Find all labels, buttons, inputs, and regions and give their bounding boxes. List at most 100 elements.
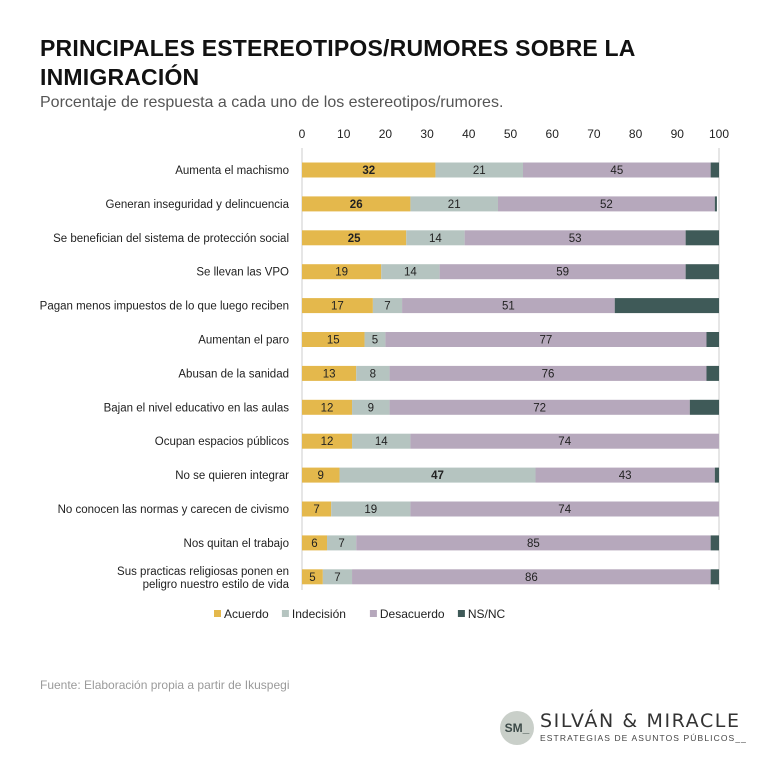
x-tick-label: 20 bbox=[379, 127, 393, 141]
legend-swatch-desacuerdo bbox=[369, 610, 377, 617]
category-label: Pagan menos impuestos de lo que luego re… bbox=[40, 301, 289, 313]
bar-desacuerdo bbox=[523, 162, 711, 178]
data-label: 7 bbox=[384, 301, 390, 313]
data-label: 51 bbox=[502, 301, 515, 313]
bar-desacuerdo bbox=[389, 365, 707, 381]
data-label: 12 bbox=[321, 402, 334, 414]
bar-acuerdo bbox=[302, 230, 407, 246]
data-label: 77 bbox=[540, 335, 553, 347]
data-label: 14 bbox=[429, 233, 442, 245]
company-logo: SM_ SILVÁN & MIRACLE ESTRATEGIAS DE ASUN… bbox=[500, 708, 746, 748]
data-label: 26 bbox=[350, 199, 363, 211]
bar-acuerdo bbox=[302, 433, 353, 449]
data-label: 15 bbox=[327, 335, 340, 347]
data-label: 59 bbox=[556, 267, 569, 279]
bar-nsnc bbox=[710, 162, 719, 178]
data-label: 52 bbox=[600, 199, 613, 211]
data-label: 9 bbox=[318, 470, 324, 482]
legend-label-nsnc: NS/NC bbox=[468, 607, 506, 621]
data-label: 53 bbox=[569, 233, 582, 245]
data-label: 7 bbox=[334, 572, 340, 584]
bar-desacuerdo bbox=[356, 535, 711, 551]
data-label: 7 bbox=[338, 538, 344, 550]
bar-acuerdo bbox=[302, 535, 328, 551]
bar-indecision bbox=[406, 230, 465, 246]
bar-nsnc bbox=[710, 569, 719, 585]
data-label: 5 bbox=[309, 572, 315, 584]
chart-subtitle: Porcentaje de respuesta a cada uno de lo… bbox=[40, 94, 504, 111]
chart-title: PRINCIPALES ESTEREOTIPOS/RUMORES SOBRE L… bbox=[40, 35, 635, 90]
category-label: Se llevan las VPO bbox=[196, 267, 289, 279]
bar-acuerdo bbox=[302, 569, 323, 585]
bar-indecision bbox=[372, 298, 403, 314]
bar-desacuerdo bbox=[385, 332, 707, 347]
bar-acuerdo bbox=[302, 298, 373, 314]
data-label: 47 bbox=[431, 470, 444, 482]
bar-desacuerdo bbox=[352, 569, 711, 585]
bar-indecision bbox=[327, 535, 357, 551]
category-label: Sus practicas religiosas ponen en peligro… bbox=[117, 566, 290, 591]
data-label: 21 bbox=[473, 165, 486, 177]
x-tick-label: 70 bbox=[587, 127, 601, 141]
x-tick-label: 0 bbox=[299, 127, 306, 141]
data-label: 19 bbox=[364, 504, 377, 516]
data-label: 8 bbox=[370, 368, 376, 380]
category-label: Nos quitan el trabajo bbox=[184, 538, 289, 550]
category-label: Se benefician del sistema de protección … bbox=[53, 233, 289, 245]
data-label: 13 bbox=[323, 368, 336, 380]
data-label: 76 bbox=[542, 368, 555, 380]
bar-acuerdo bbox=[302, 196, 411, 212]
bar-desacuerdo bbox=[464, 230, 686, 246]
bar-desacuerdo bbox=[402, 298, 615, 314]
bar-acuerdo bbox=[302, 332, 365, 347]
bar-indecision bbox=[381, 264, 440, 280]
data-label: 14 bbox=[404, 267, 417, 279]
data-label: 43 bbox=[619, 470, 632, 482]
bar-indecision bbox=[356, 365, 390, 381]
bar-nsnc bbox=[714, 196, 717, 212]
legend-swatch-acuerdo bbox=[214, 610, 221, 617]
data-label: 86 bbox=[525, 572, 538, 584]
logo-mark-icon: SM_ bbox=[500, 711, 534, 745]
bar-nsnc bbox=[689, 399, 719, 415]
category-label: Aumenta el machismo bbox=[175, 165, 289, 177]
data-label: 74 bbox=[558, 504, 571, 516]
category-label: Abusan de la sanidad bbox=[178, 368, 289, 380]
bar-indecision bbox=[322, 569, 353, 585]
bar-desacuerdo bbox=[410, 433, 719, 449]
data-label: 7 bbox=[313, 504, 319, 516]
category-label: Ocupan espacios públicos bbox=[155, 436, 289, 448]
x-tick-label: 10 bbox=[337, 127, 351, 141]
category-label: Bajan el nivel educativo en las aulas bbox=[104, 402, 290, 414]
bar-nsnc bbox=[614, 298, 719, 314]
logo-name: SILVÁN & MIRACLE bbox=[540, 710, 741, 732]
data-label: 25 bbox=[348, 233, 361, 245]
bar-nsnc bbox=[706, 365, 719, 381]
data-label: 21 bbox=[448, 199, 461, 211]
logo-tagline: ESTRATEGIAS DE ASUNTOS PÚBLICOS__ bbox=[540, 733, 747, 743]
bar-indecision bbox=[435, 162, 524, 178]
x-tick-label: 30 bbox=[420, 127, 434, 141]
bar-indecision bbox=[352, 399, 390, 415]
data-label: 85 bbox=[527, 538, 540, 550]
legend-label-acuerdo: Acuerdo bbox=[224, 607, 269, 621]
data-label: 14 bbox=[375, 436, 388, 448]
data-label: 6 bbox=[311, 538, 317, 550]
x-tick-label: 80 bbox=[629, 127, 643, 141]
bar-desacuerdo bbox=[439, 264, 686, 280]
data-label: 17 bbox=[331, 301, 344, 313]
bar-indecision bbox=[410, 196, 498, 212]
data-label: 12 bbox=[321, 436, 334, 448]
bar-indecision bbox=[352, 433, 411, 449]
x-tick-label: 40 bbox=[462, 127, 476, 141]
data-label: 45 bbox=[610, 165, 623, 177]
bar-nsnc bbox=[706, 332, 719, 347]
category-label: No se quieren integrar bbox=[175, 470, 289, 482]
x-tick-label: 90 bbox=[671, 127, 685, 141]
data-label: 74 bbox=[558, 436, 571, 448]
x-tick-label: 50 bbox=[504, 127, 518, 141]
stacked-bar-chart: 0 10 20 30 40 50 60 70 80 90 100 Aumenta el machism… bbox=[40, 127, 730, 621]
category-label: No conocen las normas y carecen de civis… bbox=[58, 504, 289, 516]
x-tick-label: 100 bbox=[709, 127, 729, 141]
source-note: Fuente: Elaboración propia a partir de I… bbox=[40, 678, 290, 692]
